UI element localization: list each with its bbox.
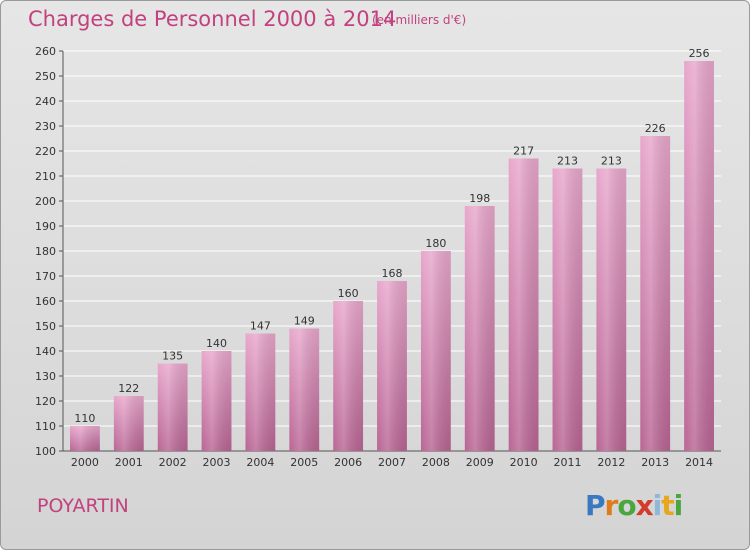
bar-shine-2002 bbox=[157, 363, 188, 451]
y-tick-label: 130 bbox=[35, 370, 56, 383]
chart-subtitle: (en milliers d'€) bbox=[372, 13, 467, 27]
value-label-2007: 168 bbox=[382, 267, 403, 280]
y-tick-label: 240 bbox=[35, 95, 56, 108]
y-tick-label: 180 bbox=[35, 245, 56, 258]
bar-shine-2009 bbox=[464, 206, 495, 451]
y-tick-label: 170 bbox=[35, 270, 56, 283]
bar-shine-2006 bbox=[333, 301, 364, 451]
x-tick-label-2000: 2000 bbox=[71, 456, 99, 469]
bar-shine-2013 bbox=[640, 136, 671, 451]
x-tick-label-2004: 2004 bbox=[246, 456, 274, 469]
value-label-2006: 160 bbox=[338, 287, 359, 300]
x-tick-label-2008: 2008 bbox=[422, 456, 450, 469]
y-tick-label: 190 bbox=[35, 220, 56, 233]
x-tick-label-2013: 2013 bbox=[641, 456, 669, 469]
bar-shine-2007 bbox=[377, 281, 407, 451]
bars bbox=[70, 61, 714, 451]
y-tick-label: 220 bbox=[35, 145, 56, 158]
bar-shine-2005 bbox=[289, 328, 320, 451]
x-tick-label-2012: 2012 bbox=[597, 456, 625, 469]
bar-shine-2004 bbox=[245, 333, 276, 451]
value-label-2005: 149 bbox=[294, 315, 315, 328]
y-tick-label: 200 bbox=[35, 195, 56, 208]
value-label-2003: 140 bbox=[206, 337, 227, 350]
x-tick-label-2001: 2001 bbox=[115, 456, 143, 469]
x-tick-label-2007: 2007 bbox=[378, 456, 406, 469]
x-tick-label-2009: 2009 bbox=[466, 456, 494, 469]
proxiti-logo: Proxiti bbox=[585, 489, 683, 522]
y-tick-label: 110 bbox=[35, 420, 56, 433]
bar-shine-2012 bbox=[596, 168, 627, 451]
bar-shine-2003 bbox=[201, 351, 232, 451]
x-tick-label-2010: 2010 bbox=[510, 456, 538, 469]
y-tick-label: 250 bbox=[35, 70, 56, 83]
y-tick-label: 210 bbox=[35, 170, 56, 183]
x-tick-labels: 2000 2001 2002 2003 2004 2005 2006 2007 2008 2009… bbox=[71, 456, 713, 469]
value-label-2008: 180 bbox=[425, 237, 446, 250]
y-tick-label: 150 bbox=[35, 320, 56, 333]
value-label-2009: 198 bbox=[469, 192, 490, 205]
value-label-2010: 217 bbox=[513, 145, 534, 158]
y-tick-label: 120 bbox=[35, 395, 56, 408]
value-label-2002: 135 bbox=[162, 350, 183, 363]
bar-shine-2008 bbox=[420, 251, 451, 451]
value-label-2000: 110 bbox=[74, 412, 95, 425]
value-label-2014: 256 bbox=[689, 47, 710, 60]
value-label-2012: 213 bbox=[601, 155, 622, 168]
value-label-2001: 122 bbox=[118, 382, 139, 395]
value-label-2004: 147 bbox=[250, 320, 271, 333]
y-tick-label: 260 bbox=[35, 45, 56, 58]
chart-title: Charges de Personnel 2000 à 2014 bbox=[28, 7, 397, 31]
bar-shine-2001 bbox=[113, 396, 144, 451]
bar-shine-2011 bbox=[552, 168, 583, 451]
y-tick-label: 160 bbox=[35, 295, 56, 308]
x-tick-label-2002: 2002 bbox=[159, 456, 187, 469]
value-label-2011: 213 bbox=[557, 155, 578, 168]
commune-name: POYARTIN bbox=[37, 495, 129, 517]
x-tick-label-2014: 2014 bbox=[685, 456, 713, 469]
y-tick-label: 230 bbox=[35, 120, 56, 133]
bar-shine-2010 bbox=[508, 158, 539, 451]
x-tick-label-2005: 2005 bbox=[290, 456, 318, 469]
x-tick-label-2003: 2003 bbox=[203, 456, 231, 469]
y-tick-label: 140 bbox=[35, 345, 56, 358]
bar-shine-2000 bbox=[70, 426, 100, 451]
y-tick-label: 100 bbox=[35, 445, 56, 458]
value-label-2013: 226 bbox=[645, 122, 666, 135]
x-tick-label-2006: 2006 bbox=[334, 456, 362, 469]
y-tick-labels: 100 110 120 130 140 150 160 170 180 190 200 210 220 2… bbox=[35, 45, 56, 458]
x-tick-label-2011: 2011 bbox=[553, 456, 581, 469]
bar-shine-2014 bbox=[684, 61, 714, 451]
value-labels: 110 122 135 140 147 149 160 168 180 198 217 213 213 2… bbox=[74, 47, 709, 425]
